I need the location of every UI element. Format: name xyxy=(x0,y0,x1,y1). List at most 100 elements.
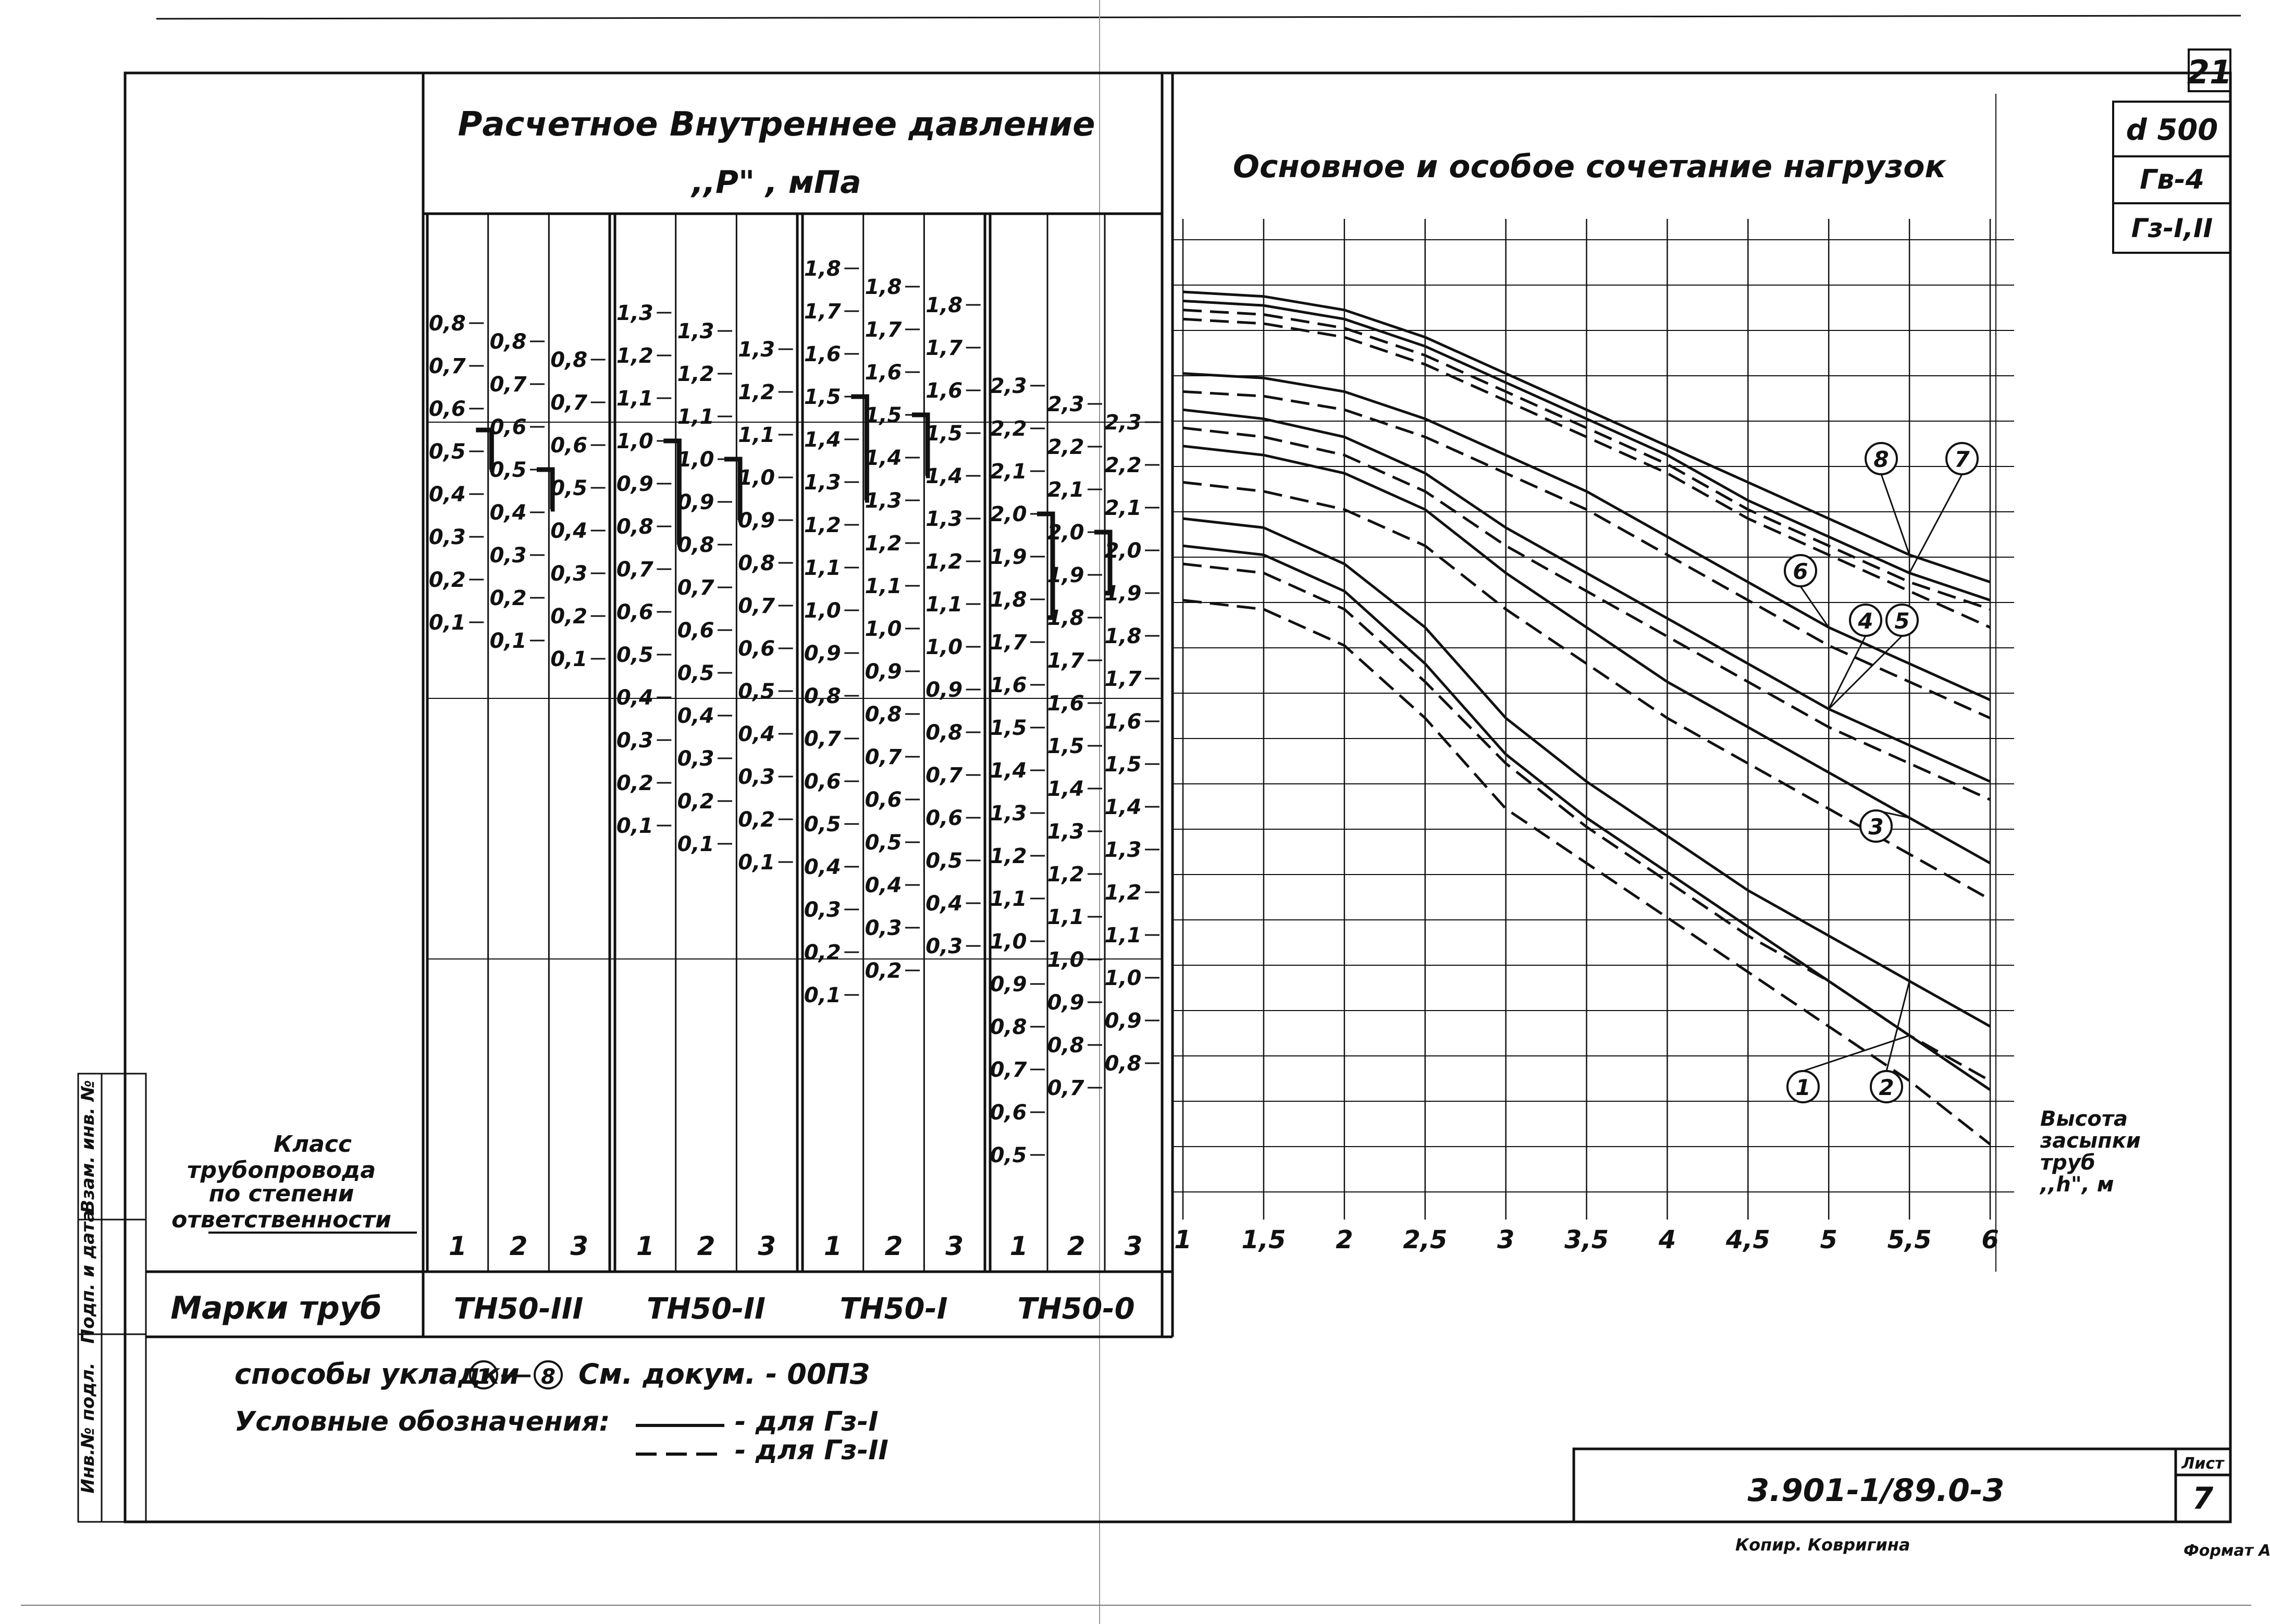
scale-tick-label: 0,5 xyxy=(990,1143,1027,1167)
x-tick-label: 3,5 xyxy=(1564,1225,1609,1254)
side-sign-date: Подп. и дата xyxy=(78,1210,98,1344)
callout-circle xyxy=(1945,442,1979,475)
scale-tick-label: 0,2 xyxy=(490,586,527,610)
scale-tick-label: 0,8 xyxy=(677,533,714,557)
scale-tick-label: 0,1 xyxy=(490,629,527,653)
notes: способы укладки 1 8 См. докум. - 00ПЗ Ус… xyxy=(235,1358,889,1466)
scale-tick-label: 1,2 xyxy=(926,550,963,574)
scale-tick-label: 0,6 xyxy=(990,1101,1027,1125)
curve-series-45-dashed xyxy=(1182,426,1991,801)
footer-copied: Копир. Ковригина xyxy=(1735,1535,1910,1555)
scale-tick-label: 1,1 xyxy=(677,405,714,429)
scale-tick-label: 0,2 xyxy=(429,568,466,592)
step-bracket xyxy=(1037,511,1055,620)
scale-tick-label: 1,1 xyxy=(865,574,902,598)
scale-tick-label: 1,3 xyxy=(1047,820,1084,844)
callout-number: 5 xyxy=(1894,608,1909,634)
class-label-2: трубопровода xyxy=(187,1157,376,1184)
scale-tick-label: 1,2 xyxy=(1047,863,1084,887)
scale-tick-label: 0,6 xyxy=(677,619,714,643)
scale-tick-label: 0,8 xyxy=(429,312,466,336)
step-bracket xyxy=(912,412,930,478)
scale-tick-label: 0,2 xyxy=(550,605,587,629)
scale-tick-label: 0,7 xyxy=(429,354,466,378)
scale-tick-label: 0,8 xyxy=(490,330,527,354)
legend-box-diameter: d 500 xyxy=(2126,113,2218,147)
scale-grid xyxy=(426,214,1164,1272)
curve-series-7-dashed xyxy=(1182,309,1991,611)
scale-tick-label: 0,3 xyxy=(804,898,841,922)
scale-tick-label: 0,1 xyxy=(804,983,841,1007)
x-tick-label: 5,5 xyxy=(1887,1225,1932,1254)
class-number: 1 xyxy=(824,1231,842,1261)
scale-tick-label: 0,8 xyxy=(804,684,841,708)
class-number: 3 xyxy=(758,1231,776,1261)
step-bracket xyxy=(663,438,682,547)
scale-tick-label: 0,6 xyxy=(429,397,466,421)
pressure-header-line2: ,,P" , мПа xyxy=(690,164,861,201)
scale-tick-label: 0,1 xyxy=(429,611,466,635)
callout-number: 4 xyxy=(1857,608,1873,634)
pipe-mark: ТН50-II xyxy=(647,1292,766,1326)
pipe-mark: ТН50-III xyxy=(454,1292,584,1326)
scale-tick-label: 0,1 xyxy=(550,647,587,671)
scale-tick-label: 0,7 xyxy=(738,594,775,618)
scale-tick-label: 1,0 xyxy=(738,466,775,490)
scale-tick-label: 0,3 xyxy=(550,562,587,586)
callout-leader xyxy=(1885,981,1910,1072)
scale-tick-label: 1,2 xyxy=(616,344,653,368)
x-tick-label: 4 xyxy=(1658,1225,1676,1254)
callout-number: 3 xyxy=(1868,814,1883,840)
class-number: 3 xyxy=(1125,1231,1143,1261)
scale-tick-label: 0,1 xyxy=(616,814,653,838)
curve-series-45-solid xyxy=(1182,408,1991,783)
scale-tick-label: 0,4 xyxy=(865,873,902,897)
curve-series-7-solid xyxy=(1182,299,1991,601)
scale-tick-label: 1,0 xyxy=(804,599,841,623)
class-number: 1 xyxy=(1010,1231,1028,1261)
curve-series-2-solid xyxy=(1182,517,1991,1028)
scale-tick-label: 1,2 xyxy=(865,532,902,556)
scale-tick-label: 1,3 xyxy=(677,319,714,343)
scale-tick-label: 1,4 xyxy=(990,759,1027,783)
scale-tick-label: 0,3 xyxy=(926,934,963,958)
x-tick-label: 6 xyxy=(1981,1225,1998,1254)
corner-sheet-number: 21 xyxy=(2187,53,2232,91)
scale-tick-label: 0,6 xyxy=(926,806,963,830)
x-axis-label-line: ,,h", м xyxy=(2039,1173,2114,1197)
scale-tick-label: 2,1 xyxy=(1105,496,1142,520)
scale-tick-label: 1,0 xyxy=(865,617,902,641)
scale-tick-label: 1,6 xyxy=(990,673,1027,697)
scale-tick-label: 1,2 xyxy=(677,362,714,386)
side-replace-inv: Взам. инв. № xyxy=(78,1080,98,1213)
scale-tick-label: 1,1 xyxy=(804,556,841,580)
scale-tick-label: 0,8 xyxy=(1047,1034,1084,1057)
scale-tick-label: 1,5 xyxy=(926,422,963,446)
scale-tick-label: 1,7 xyxy=(865,318,902,342)
scale-tick-label: 0,6 xyxy=(616,600,653,624)
chart-curves xyxy=(1182,290,1991,1146)
methods-from: 1 xyxy=(476,1365,491,1389)
scale-tick-label: 1,3 xyxy=(804,471,841,495)
scale-tick-label: 1,7 xyxy=(990,631,1027,655)
scale-tick-label: 1,4 xyxy=(804,428,841,452)
scale-tick-label: 0,8 xyxy=(990,1015,1027,1039)
scale-tick-label: 0,1 xyxy=(738,851,775,875)
scale-tick-label: 0,4 xyxy=(429,483,466,507)
methods-to-circle xyxy=(534,1360,563,1389)
scale-tick-label: 1,6 xyxy=(926,379,963,403)
callout-number: 8 xyxy=(1873,447,1889,472)
scale-tick-label: 2,2 xyxy=(990,417,1027,441)
scale-tick-label: 0,4 xyxy=(616,686,653,710)
scale-tick-label: 1,7 xyxy=(926,336,963,360)
scale-tick-label: 1,1 xyxy=(616,387,653,411)
scale-tick-label: 0,5 xyxy=(616,643,653,667)
scale-tick-label: 1,4 xyxy=(865,446,902,470)
scale-tick-label: 1,3 xyxy=(616,301,653,325)
callout-circle xyxy=(1870,1070,1903,1103)
class-number: 2 xyxy=(697,1231,715,1261)
scale-tick-label: 1,1 xyxy=(990,887,1027,911)
methods-to: 8 xyxy=(541,1365,556,1389)
